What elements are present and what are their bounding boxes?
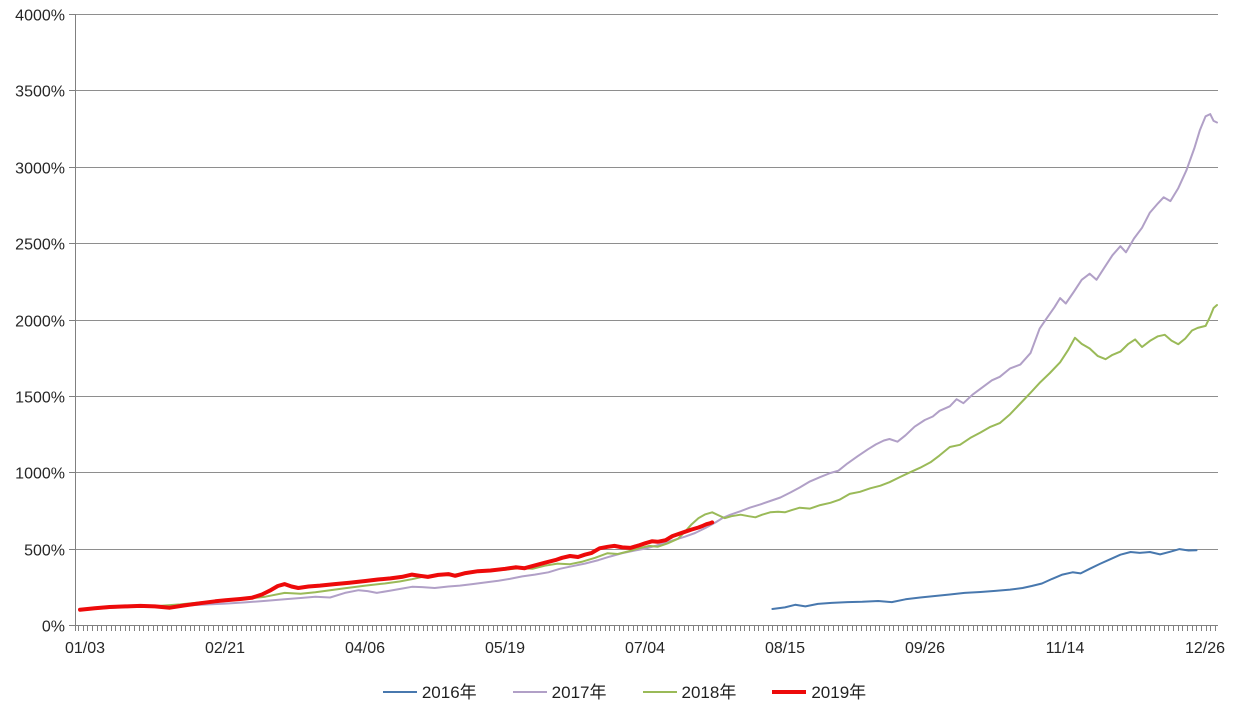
x-axis-label: 05/19 [485, 640, 525, 657]
legend-item-2018: 2018年 [642, 682, 737, 702]
y-axis-label: 2500% [15, 237, 65, 254]
x-axis-label: 04/06 [345, 640, 385, 657]
legend-label-2017: 2017年 [551, 682, 607, 702]
x-axis-label: 02/21 [205, 640, 245, 657]
y-axis-label: 2000% [15, 314, 65, 331]
series-line-2018年 [79, 304, 1218, 611]
y-axis-label: 1000% [15, 466, 65, 483]
series-line-2017年 [79, 113, 1218, 611]
legend-item-2017: 2017年 [512, 682, 607, 702]
y-axis-label: 1500% [15, 390, 65, 407]
x-axis-label: 12/26 [1185, 640, 1225, 657]
x-axis-label: 11/14 [1046, 640, 1085, 657]
legend-line-swatch-2019 [772, 690, 807, 694]
y-axis-label: 3500% [15, 84, 65, 101]
legend-label-2019: 2019年 [811, 682, 867, 702]
legend-line-swatch-2018 [642, 691, 677, 693]
legend-label-2018: 2018年 [681, 682, 737, 702]
y-axis-label: 3000% [15, 161, 65, 178]
chart-legend: 2016年 2017年 2018年 2019年 [0, 678, 1249, 706]
series-line-2016年 [771, 548, 1198, 610]
y-axis-label: 4000% [15, 8, 65, 25]
x-axis-label: 07/04 [625, 640, 665, 657]
y-axis-label: 0% [42, 619, 65, 636]
legend-line-swatch-2016 [382, 691, 417, 693]
legend-line-swatch-2017 [512, 691, 547, 693]
x-axis-label: 08/15 [765, 640, 805, 657]
legend-label-2016: 2016年 [421, 682, 477, 702]
x-axis-label: 09/26 [905, 640, 945, 657]
legend-item-2016: 2016年 [382, 682, 477, 702]
y-axis-label: 500% [24, 543, 65, 560]
series-line-2019年 [78, 520, 715, 612]
legend-item-2019: 2019年 [772, 684, 866, 701]
x-axis-label: 01/03 [65, 640, 105, 657]
